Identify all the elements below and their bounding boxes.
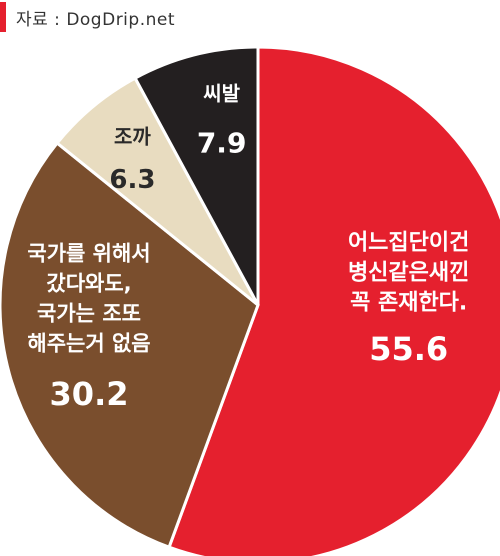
slice-label: 국가를 위해서 [27, 242, 150, 266]
slice-value-label: 6.3 [109, 165, 155, 195]
slice-value-label: 30.2 [50, 375, 129, 413]
source-credit: 자료 : DogDrip.net [0, 0, 175, 34]
pie-slice-1 [167, 45, 500, 556]
slice-label: 갔다와도, [46, 272, 131, 296]
pie-slice-2 [0, 140, 260, 550]
source-text: 자료 : DogDrip.net [16, 9, 175, 30]
slice-label: 해주는거 없음 [27, 332, 150, 356]
source-accent-bar [0, 2, 6, 32]
slice-label: 꼭 존재한다. [350, 290, 467, 315]
slice-label: 조까 [114, 125, 151, 149]
pie-slice-4 [133, 45, 260, 306]
slice-label-group-3: 조까 6.3 [109, 125, 155, 195]
slice-label: 씨발 [203, 81, 240, 105]
slice-label: 국가는 조또 [37, 302, 141, 326]
slice-value-label: 55.6 [369, 330, 448, 368]
slice-label: 병신같은새낀 [348, 260, 469, 285]
slice-label-group-4: 씨발 7.9 [197, 81, 247, 159]
slice-value-label: 7.9 [197, 126, 247, 159]
slice-label: 어느집단이건 [348, 230, 469, 255]
